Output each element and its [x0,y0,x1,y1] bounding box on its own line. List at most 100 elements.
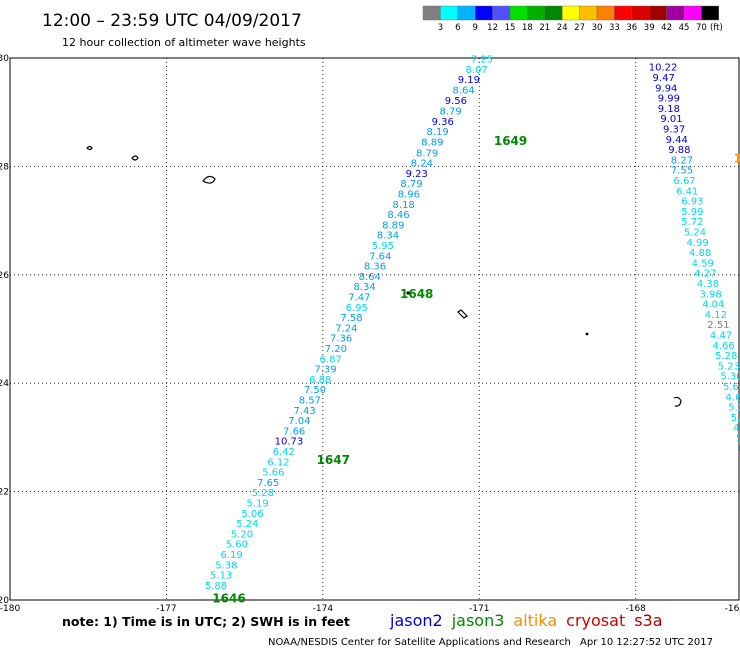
swh-label: 6.41 [676,186,698,197]
swh-label: 9.19 [458,75,480,86]
swh-label: 8.18 [393,200,415,211]
satellite-legend: jason2 jason3 altika cryosat s3a [389,611,663,630]
swh-label: 8.57 [299,396,321,407]
swh-label: 4.88 [689,248,711,259]
legend-swatch [683,5,702,21]
legend-tick-label: 36 [626,23,637,33]
plot-frame [9,57,740,601]
swh-label: 5.19 [247,498,269,509]
swh-label: 5.88 [205,581,227,592]
swh-label: 5.28 [252,488,274,499]
legend-swatch [457,5,476,21]
swh-label: 5.24 [236,519,258,530]
swh-label: 7.04 [288,416,310,427]
swh-label: 8.96 [398,190,420,201]
satellite-name-s3a: s3a [634,611,662,630]
x-tick-label: -174 [313,604,334,614]
chart-footer: note: 1) Time is in UTC; 2) SWH is in fe… [62,611,713,648]
satellite-name-jason3: jason3 [451,611,505,630]
y-tick-label: 30 [0,54,9,64]
swh-label: 4.99 [686,238,708,249]
swh-label: 10.73 [275,437,304,448]
swh-label: 9.01 [660,114,682,125]
x-tick-label: -171 [469,604,489,614]
swh-label: 5.38 [215,560,237,571]
swh-label: 6.67 [673,176,695,187]
swh-label: 8.27 [671,155,693,166]
island-shape [131,155,139,161]
swh-label: 8.19 [426,127,448,138]
legend-tick-label: 6 [455,23,460,33]
swh-label: 4.59 [692,258,714,269]
pass-label: 1649 [494,134,527,148]
swh-label: 5.60 [226,540,248,551]
legend-tick-label: 30 [592,23,603,33]
track-1652-1651: 10.229.479.949.999.189.019.379.449.888.2… [649,63,740,455]
satellite-name-cryosat: cryosat [566,611,625,630]
footer-credit: NOAA/NESDIS Center for Satellite Applica… [268,637,571,648]
swh-label: 8.07 [466,65,488,76]
swh-label: 7.43 [293,406,315,417]
legend-swatch [527,5,546,21]
swh-label: 6.93 [681,197,703,208]
swh-label: 9.94 [655,83,677,94]
pass-label: 1648 [400,287,433,301]
swh-label: 8.89 [382,220,404,231]
legend-tick-label: 39 [644,23,655,33]
swh-label: 5.95 [372,241,394,252]
swh-label: 9.23 [406,169,428,180]
x-tick-label: -16 [725,604,740,614]
swh-label: 4.47 [710,330,732,341]
swh-label: 7.25 [471,55,493,66]
swh-label: 7.58 [340,313,362,324]
swh-label: 7.47 [348,293,370,304]
island-shape [673,396,682,407]
swh-label: 8.36 [364,262,386,273]
swh-label: 5.28 [715,351,737,362]
legend-swatch [562,5,580,21]
swh-label: 6.88 [309,375,331,386]
legend-tick-label: 33 [609,23,620,33]
swh-label: 5.25 [728,403,740,414]
swh-label: 7.66 [283,426,305,437]
pass-label: 1647 [317,453,350,467]
legend-swatch [631,5,650,21]
chart-subtitle: 12 hour collection of altimeter wave hei… [62,36,306,49]
legend-tick-label: 15 [505,23,516,33]
swh-label: 6.12 [267,457,289,468]
legend-swatch [649,5,667,21]
island-shape [86,145,93,151]
swh-label: 5.20 [231,529,253,540]
x-tick-label: -168 [625,604,646,614]
swh-label: 8.79 [400,179,422,190]
swh-label: 8.79 [416,148,438,159]
swh-label: 10.22 [649,63,678,74]
legend-swatch [440,5,458,21]
swh-label: 5.99 [681,207,703,218]
legend-swatch [509,5,528,21]
legend-tick-label: 12 [487,23,498,33]
x-tick-label: -177 [156,604,176,614]
legend-swatch [492,5,511,21]
island-shape [457,309,468,319]
swh-label: 9.56 [445,96,467,107]
y-tick-label: 20 [0,596,9,606]
island-outlines [86,145,682,407]
swh-label: 5.23 [718,361,740,372]
swh-label: 4.38 [697,279,719,290]
swh-label: 7.36 [330,334,352,345]
swh-label: 8.64 [453,85,475,96]
legend-swatch [666,5,685,21]
swh-label: 6.95 [346,303,368,314]
swh-label: 4.60 [726,392,740,403]
island-shape [202,175,216,184]
swh-label: 6.87 [320,354,342,365]
swh-label: 9.44 [666,135,688,146]
x-tick-label: -180 [0,604,20,614]
island-shape [585,332,589,336]
swh-label: 6.19 [220,550,242,561]
pass-label: 1646 [212,591,245,605]
swh-label: 5.86 [736,433,740,444]
footer-timestamp: Apr 10 12:27:52 UTC 2017 [580,637,713,648]
